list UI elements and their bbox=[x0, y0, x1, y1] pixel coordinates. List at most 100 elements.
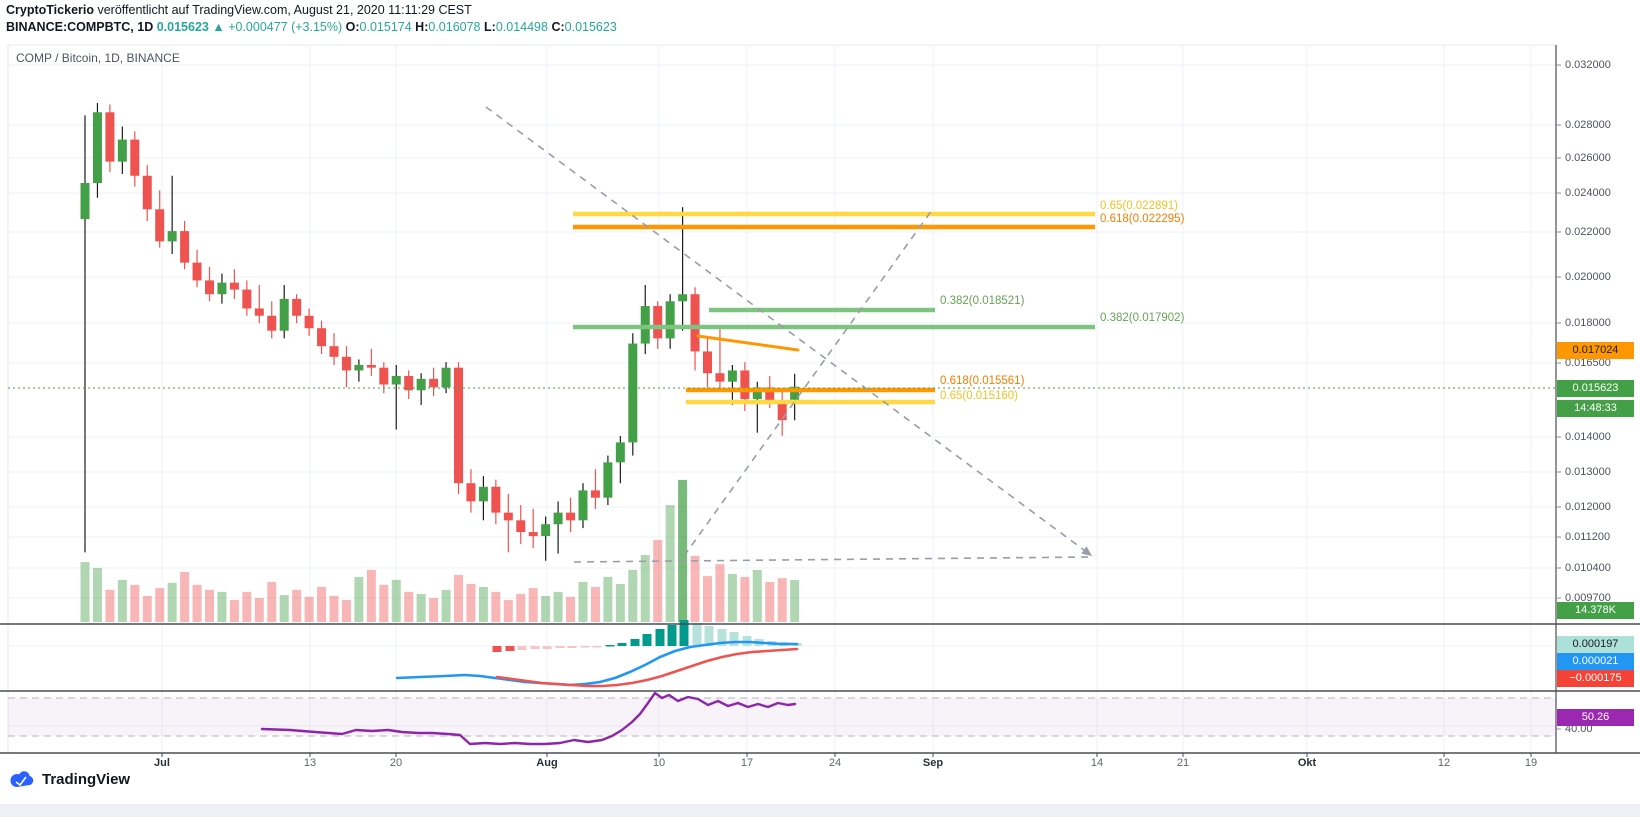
time-axis-label[interactable]: Aug bbox=[536, 757, 558, 769]
candle-body[interactable] bbox=[92, 112, 102, 184]
candle-body[interactable] bbox=[366, 364, 376, 368]
candle-body[interactable] bbox=[566, 512, 576, 521]
time-axis-label[interactable]: 13 bbox=[303, 757, 317, 769]
candle-body[interactable] bbox=[454, 367, 463, 484]
candle-body[interactable] bbox=[180, 231, 190, 263]
price-axis-label[interactable]: 0.024000 bbox=[1565, 187, 1611, 199]
time-axis-label[interactable]: 17 bbox=[740, 757, 754, 769]
candle-body[interactable] bbox=[466, 483, 476, 502]
tradingview-logo[interactable]: TradingView bbox=[10, 771, 130, 788]
candle-body[interactable] bbox=[429, 378, 439, 388]
candle-body[interactable] bbox=[615, 442, 625, 463]
time-axis-label[interactable]: 10 bbox=[652, 757, 666, 769]
candle-body[interactable] bbox=[354, 364, 364, 371]
candle-body[interactable] bbox=[267, 315, 277, 331]
price-axis-label[interactable]: 0.020000 bbox=[1565, 271, 1611, 283]
candle-body[interactable] bbox=[528, 532, 538, 537]
candle-body[interactable] bbox=[379, 367, 389, 385]
price-axis-label[interactable]: 0.011200 bbox=[1565, 531, 1611, 543]
price-axis-label[interactable]: 0.026000 bbox=[1565, 152, 1611, 164]
volume-bar bbox=[690, 555, 700, 622]
volume-bar bbox=[615, 583, 625, 622]
time-axis-label[interactable]: 14 bbox=[1090, 757, 1104, 769]
price-axis-label[interactable]: 0.013000 bbox=[1565, 466, 1611, 478]
candle-body[interactable] bbox=[578, 490, 588, 521]
candle-body[interactable] bbox=[404, 376, 414, 391]
candle-body[interactable] bbox=[777, 401, 787, 421]
candle-body[interactable] bbox=[752, 387, 762, 400]
dashed-down-trendline[interactable] bbox=[485, 106, 1093, 557]
candle-body[interactable] bbox=[130, 139, 140, 176]
time-axis-label[interactable]: Sep bbox=[922, 757, 944, 769]
candle-body[interactable] bbox=[603, 462, 613, 498]
price-axis-label[interactable]: 0.010400 bbox=[1565, 562, 1611, 574]
candle-body[interactable] bbox=[628, 343, 638, 443]
candle-body[interactable] bbox=[690, 294, 700, 352]
candle-body[interactable] bbox=[80, 183, 90, 220]
candle-body[interactable] bbox=[727, 370, 737, 382]
candle-body[interactable] bbox=[491, 486, 501, 513]
volume-bar bbox=[379, 584, 389, 622]
dashed-rising-trendline[interactable] bbox=[683, 209, 933, 557]
candle-body[interactable] bbox=[516, 520, 526, 533]
time-axis-label[interactable]: 24 bbox=[828, 757, 842, 769]
volume-bar bbox=[117, 579, 127, 622]
time-axis-label[interactable]: 12 bbox=[1437, 757, 1451, 769]
symbol-name[interactable]: BINANCE:COMPBTC, 1D bbox=[6, 20, 154, 34]
chart-legend-title[interactable]: COMP / Bitcoin, 1D, BINANCE bbox=[16, 51, 180, 65]
candle-body[interactable] bbox=[142, 175, 152, 210]
price-axis-label[interactable]: 0.018000 bbox=[1565, 317, 1611, 329]
candle-body[interactable] bbox=[503, 512, 513, 521]
candle-body[interactable] bbox=[790, 386, 800, 400]
price-axis-label[interactable]: 0.014000 bbox=[1565, 431, 1611, 443]
candle-body[interactable] bbox=[155, 209, 165, 242]
candle-body[interactable] bbox=[254, 308, 264, 316]
candle-body[interactable] bbox=[553, 512, 563, 525]
time-axis-label[interactable]: Okt bbox=[1297, 757, 1317, 769]
time-axis-label[interactable]: 21 bbox=[1176, 757, 1190, 769]
candle-body[interactable] bbox=[740, 370, 750, 400]
candle-body[interactable] bbox=[205, 280, 214, 295]
candle-body[interactable] bbox=[653, 306, 663, 339]
time-axis-label[interactable]: 19 bbox=[1524, 757, 1538, 769]
dashed-horizontal-support-line[interactable] bbox=[573, 556, 1091, 563]
candle-body[interactable] bbox=[329, 346, 339, 357]
candle-body[interactable] bbox=[665, 301, 675, 339]
candle-body[interactable] bbox=[192, 262, 202, 281]
candle-body[interactable] bbox=[441, 367, 451, 388]
price-axis-label[interactable]: 0.022000 bbox=[1565, 226, 1611, 238]
candle-body[interactable] bbox=[242, 289, 252, 309]
price-axis-label[interactable]: 0.032000 bbox=[1565, 59, 1611, 71]
candle-body[interactable] bbox=[304, 315, 314, 329]
candle-body[interactable] bbox=[590, 490, 600, 498]
candle-body[interactable] bbox=[416, 378, 426, 391]
orange-trendline[interactable] bbox=[696, 334, 800, 352]
candle-body[interactable] bbox=[478, 486, 488, 502]
candle-body[interactable] bbox=[341, 356, 351, 371]
price-axis-label[interactable]: 0.009700 bbox=[1565, 592, 1611, 604]
candle-body[interactable] bbox=[229, 282, 239, 290]
price-axis-label[interactable]: 0.016500 bbox=[1565, 357, 1611, 369]
candle-body[interactable] bbox=[678, 294, 688, 302]
candle-body[interactable] bbox=[715, 373, 725, 382]
candle-body[interactable] bbox=[391, 376, 401, 385]
candle-body[interactable] bbox=[217, 282, 227, 295]
time-axis-label[interactable]: Jul bbox=[154, 757, 170, 769]
time-axis-label[interactable]: 20 bbox=[389, 757, 403, 769]
macd-histogram-bar bbox=[567, 646, 577, 648]
candle-body[interactable] bbox=[292, 298, 302, 316]
candle-body[interactable] bbox=[105, 112, 115, 162]
candle-body[interactable] bbox=[765, 387, 775, 402]
price-axis-label[interactable]: 0.028000 bbox=[1565, 119, 1611, 131]
price-axis-label[interactable]: 0.012000 bbox=[1565, 501, 1611, 513]
candle-body[interactable] bbox=[117, 139, 127, 162]
price-axis-label[interactable]: 40.00 bbox=[1565, 723, 1593, 735]
candle-body[interactable] bbox=[703, 351, 712, 374]
candle-body[interactable] bbox=[167, 231, 177, 242]
candle-body[interactable] bbox=[317, 328, 327, 347]
volume-bar bbox=[752, 569, 762, 622]
candle-body[interactable] bbox=[279, 298, 289, 331]
candle-body[interactable] bbox=[541, 524, 551, 537]
